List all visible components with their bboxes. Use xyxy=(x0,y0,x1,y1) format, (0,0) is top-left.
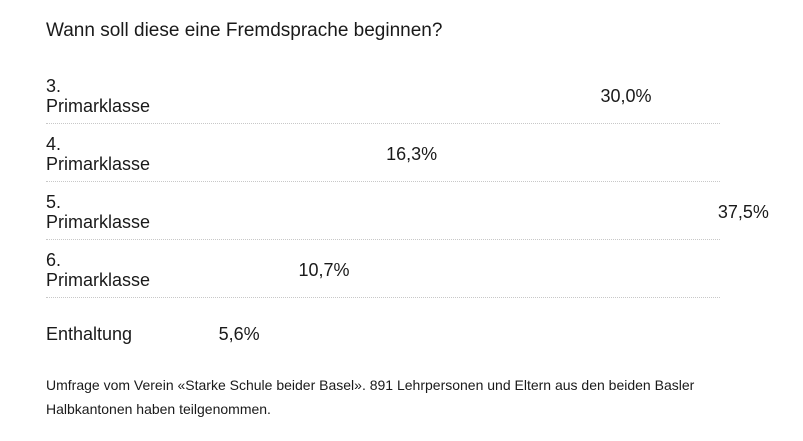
category-label-line: 4. xyxy=(46,134,62,154)
category-label: 4. Primarklasse xyxy=(46,134,150,174)
category-label-line: Enthaltung xyxy=(46,324,133,344)
category-label-line: 3. xyxy=(46,76,62,96)
category-label: 5. Primarklasse xyxy=(46,192,150,232)
category-label-line: Primarklasse xyxy=(46,270,151,290)
row-divider xyxy=(46,239,720,240)
row-divider xyxy=(46,123,720,124)
category-label-line: Primarklasse xyxy=(46,212,151,232)
category-label: 3. Primarklasse xyxy=(46,76,150,116)
category-label: Enthaltung xyxy=(46,324,132,344)
value-label: 16,3% xyxy=(386,144,438,164)
value-label: 5,6% xyxy=(218,324,260,344)
row-divider xyxy=(46,297,720,298)
survey-footnote: Umfrage vom Verein «Starke Schule beider… xyxy=(46,377,695,417)
category-label-line: 5. xyxy=(46,192,62,212)
value-label: 30,0% xyxy=(600,86,652,106)
category-label-line: 6. xyxy=(46,250,62,270)
category-label-line: Primarklasse xyxy=(46,96,151,116)
value-label: 10,7% xyxy=(298,260,350,280)
chart-title: Wann soll diese eine Fremdsprache beginn… xyxy=(46,20,443,41)
category-label-line: Primarklasse xyxy=(46,154,151,174)
row-divider xyxy=(46,181,720,182)
category-label: 6. Primarklasse xyxy=(46,250,150,290)
value-label: 37,5% xyxy=(717,202,769,222)
